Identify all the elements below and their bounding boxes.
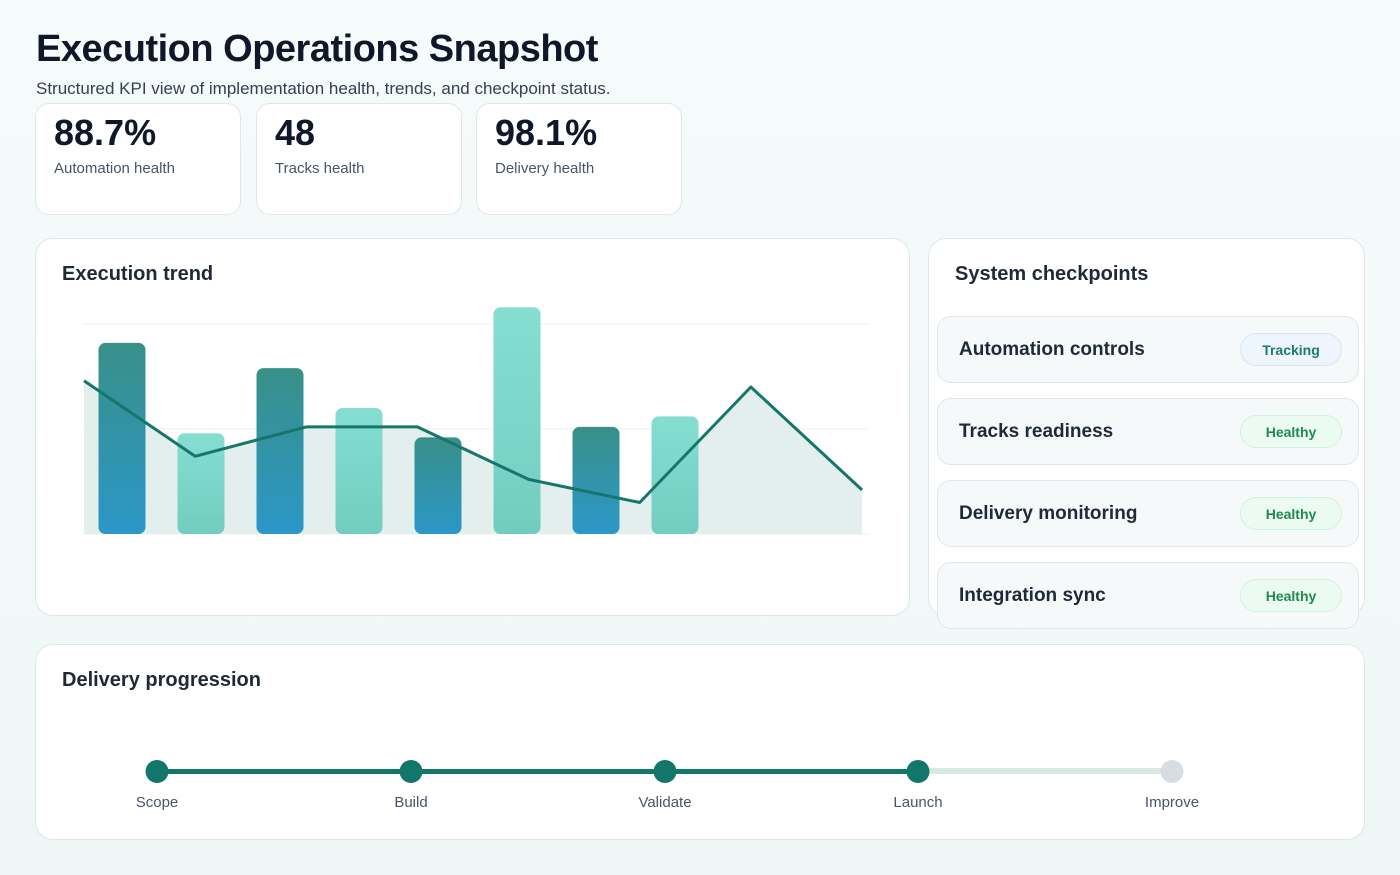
page-title: Execution Operations Snapshot [36, 28, 598, 70]
step-dot[interactable] [906, 760, 930, 783]
checkpoint-row[interactable]: Tracks readiness Healthy [937, 398, 1359, 465]
checkpoint-row[interactable]: Automation controls Tracking [937, 316, 1359, 383]
bar [493, 307, 541, 534]
trend-line [83, 379, 864, 504]
checkpoint-name: Delivery monitoring [959, 503, 1138, 524]
kpi-card-delivery: 98.1% Delivery health [476, 103, 682, 215]
bar [414, 437, 462, 534]
kpi-label: Delivery health [495, 160, 595, 177]
kpi-value: 48 [275, 112, 316, 153]
bar [335, 408, 383, 534]
status-badge: Healthy [1240, 497, 1342, 530]
progress-track-segment [411, 769, 665, 774]
bar [651, 416, 699, 534]
step-dot[interactable] [145, 760, 169, 783]
kpi-value: 88.7% [54, 112, 157, 153]
checkpoint-row[interactable]: Integration sync Healthy [937, 562, 1359, 629]
checkpoint-row[interactable]: Delivery monitoring Healthy [937, 480, 1359, 547]
execution-trend-chart [82, 307, 868, 535]
kpi-label: Automation health [54, 160, 175, 177]
step-label: Improve [1144, 794, 1200, 811]
kpi-value: 98.1% [495, 112, 598, 153]
checkpoint-name: Tracks readiness [959, 421, 1114, 442]
status-badge: Healthy [1240, 579, 1342, 612]
checkpoint-name: Integration sync [959, 585, 1106, 606]
bar [572, 426, 620, 534]
card-title: System checkpoints [955, 263, 1149, 285]
step-dot[interactable] [399, 760, 423, 783]
bar [98, 342, 146, 534]
page-subtitle: Structured KPI view of implementation he… [36, 79, 611, 98]
card-title: Execution trend [62, 263, 214, 285]
checkpoint-name: Automation controls [959, 339, 1145, 360]
step-label: Launch [893, 794, 943, 811]
progress-track-segment [157, 769, 411, 774]
kpi-label: Tracks health [275, 160, 365, 177]
kpi-card-tracks: 48 Tracks health [256, 103, 462, 215]
status-badge: Tracking [1240, 333, 1342, 366]
card-title: Delivery progression [62, 669, 261, 691]
bar [177, 433, 225, 534]
delivery-progression-card: Delivery progression [35, 644, 1365, 840]
progress-track-segment [665, 769, 918, 774]
step-label: Scope [135, 794, 179, 811]
kpi-card-automation: 88.7% Automation health [35, 103, 241, 215]
step-label: Validate [638, 794, 692, 811]
status-badge: Healthy [1240, 415, 1342, 448]
system-checkpoints-card: System checkpoints Automation controls Tr… [928, 238, 1365, 629]
step-dot[interactable] [653, 760, 677, 783]
step-dot[interactable] [1160, 760, 1184, 783]
progress-track-segment [918, 768, 1172, 774]
step-label: Build [394, 794, 428, 811]
bar [256, 368, 304, 534]
execution-trend-card: Execution trend [35, 238, 910, 616]
